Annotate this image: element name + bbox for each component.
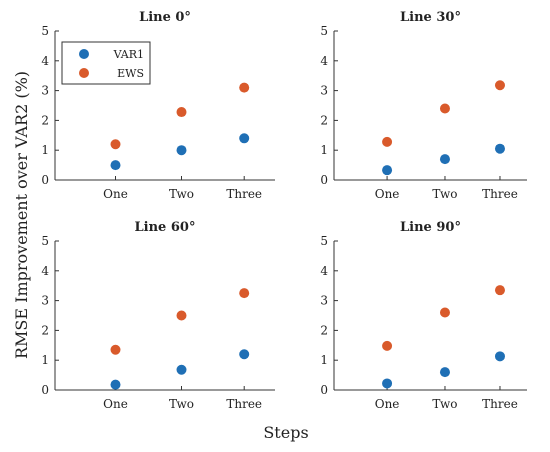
y-tick-label: 0 <box>41 173 49 187</box>
y-tick-label: 4 <box>41 264 49 278</box>
x-tick-label: Two <box>169 187 194 201</box>
y-tick-label: 1 <box>320 353 328 367</box>
y-tick-label: 5 <box>41 24 49 38</box>
panel-title: Line 0° <box>139 10 191 25</box>
point-var1 <box>439 367 450 378</box>
point-var1 <box>110 379 121 390</box>
x-axis-label: Steps <box>263 423 308 442</box>
point-ews <box>494 285 505 296</box>
x-tick-label: Three <box>226 187 262 201</box>
point-ews <box>439 307 450 318</box>
panel-title: Line 30° <box>400 10 461 25</box>
x-tick-label: One <box>103 187 128 201</box>
y-tick-label: 4 <box>320 264 328 278</box>
panel-title: Line 90° <box>400 220 461 235</box>
y-tick-label: 5 <box>320 234 328 248</box>
point-var1 <box>494 143 505 154</box>
y-tick-label: 0 <box>320 173 328 187</box>
legend-marker <box>79 68 89 78</box>
panel-2: Line 30° 0 1 2 3 4 5 One Two Three <box>320 10 527 201</box>
legend-box <box>61 41 151 85</box>
panel-4: Line 90° 0 1 2 3 4 5 One Two Three <box>320 220 527 411</box>
point-var1 <box>382 378 393 389</box>
y-tick-label: 0 <box>41 383 49 397</box>
point-var1 <box>239 349 250 360</box>
panel-3: Line 60° 0 1 2 3 4 5 One Two Three <box>41 220 275 411</box>
point-var1 <box>439 154 450 165</box>
y-tick-label: 2 <box>320 113 328 127</box>
point-ews <box>239 82 250 93</box>
point-ews <box>439 103 450 114</box>
point-var1 <box>382 165 393 176</box>
point-ews <box>176 310 187 321</box>
point-ews <box>110 139 121 150</box>
legend: VAR1 EWS <box>61 41 151 85</box>
y-tick-label: 3 <box>320 294 328 308</box>
point-ews <box>494 80 505 91</box>
x-tick-label: Three <box>482 187 518 201</box>
point-var1 <box>176 364 187 375</box>
y-tick-label: 1 <box>41 353 49 367</box>
panel-title: Line 60° <box>135 220 196 235</box>
point-ews <box>382 340 393 351</box>
x-tick-label: Three <box>226 397 262 411</box>
x-tick-label: One <box>375 397 400 411</box>
y-tick-label: 4 <box>320 54 328 68</box>
point-var1 <box>494 351 505 362</box>
point-var1 <box>110 160 121 171</box>
y-tick-label: 4 <box>41 54 49 68</box>
point-var1 <box>239 133 250 144</box>
y-tick-label: 2 <box>320 323 328 337</box>
y-tick-label: 5 <box>41 234 49 248</box>
y-tick-label: 1 <box>320 143 328 157</box>
y-tick-label: 3 <box>41 294 49 308</box>
y-axis-label: RMSE Improvement over VAR2 (%) <box>12 71 31 359</box>
x-tick-label: One <box>103 397 128 411</box>
legend-label: EWS <box>117 67 144 80</box>
point-ews <box>239 288 250 299</box>
x-tick-label: One <box>375 187 400 201</box>
point-ews <box>382 136 393 147</box>
legend-marker <box>79 49 89 59</box>
y-tick-label: 2 <box>41 323 49 337</box>
y-tick-label: 2 <box>41 113 49 127</box>
point-ews <box>176 107 187 118</box>
panels-group: Line 0° 0 1 2 3 4 5 One Two Three Line 30° 0 1 2 3 4 5 On… <box>41 10 527 411</box>
y-tick-label: 3 <box>41 84 49 98</box>
point-var1 <box>176 145 187 156</box>
y-tick-label: 0 <box>320 383 328 397</box>
legend-label: VAR1 <box>113 48 144 61</box>
point-ews <box>110 344 121 355</box>
y-tick-label: 3 <box>320 84 328 98</box>
x-tick-label: Two <box>432 397 457 411</box>
y-tick-label: 1 <box>41 143 49 157</box>
x-tick-label: Three <box>482 397 518 411</box>
y-tick-label: 5 <box>320 24 328 38</box>
x-tick-label: Two <box>169 397 194 411</box>
x-tick-label: Two <box>432 187 457 201</box>
panel-1: Line 0° 0 1 2 3 4 5 One Two Three <box>41 10 275 201</box>
